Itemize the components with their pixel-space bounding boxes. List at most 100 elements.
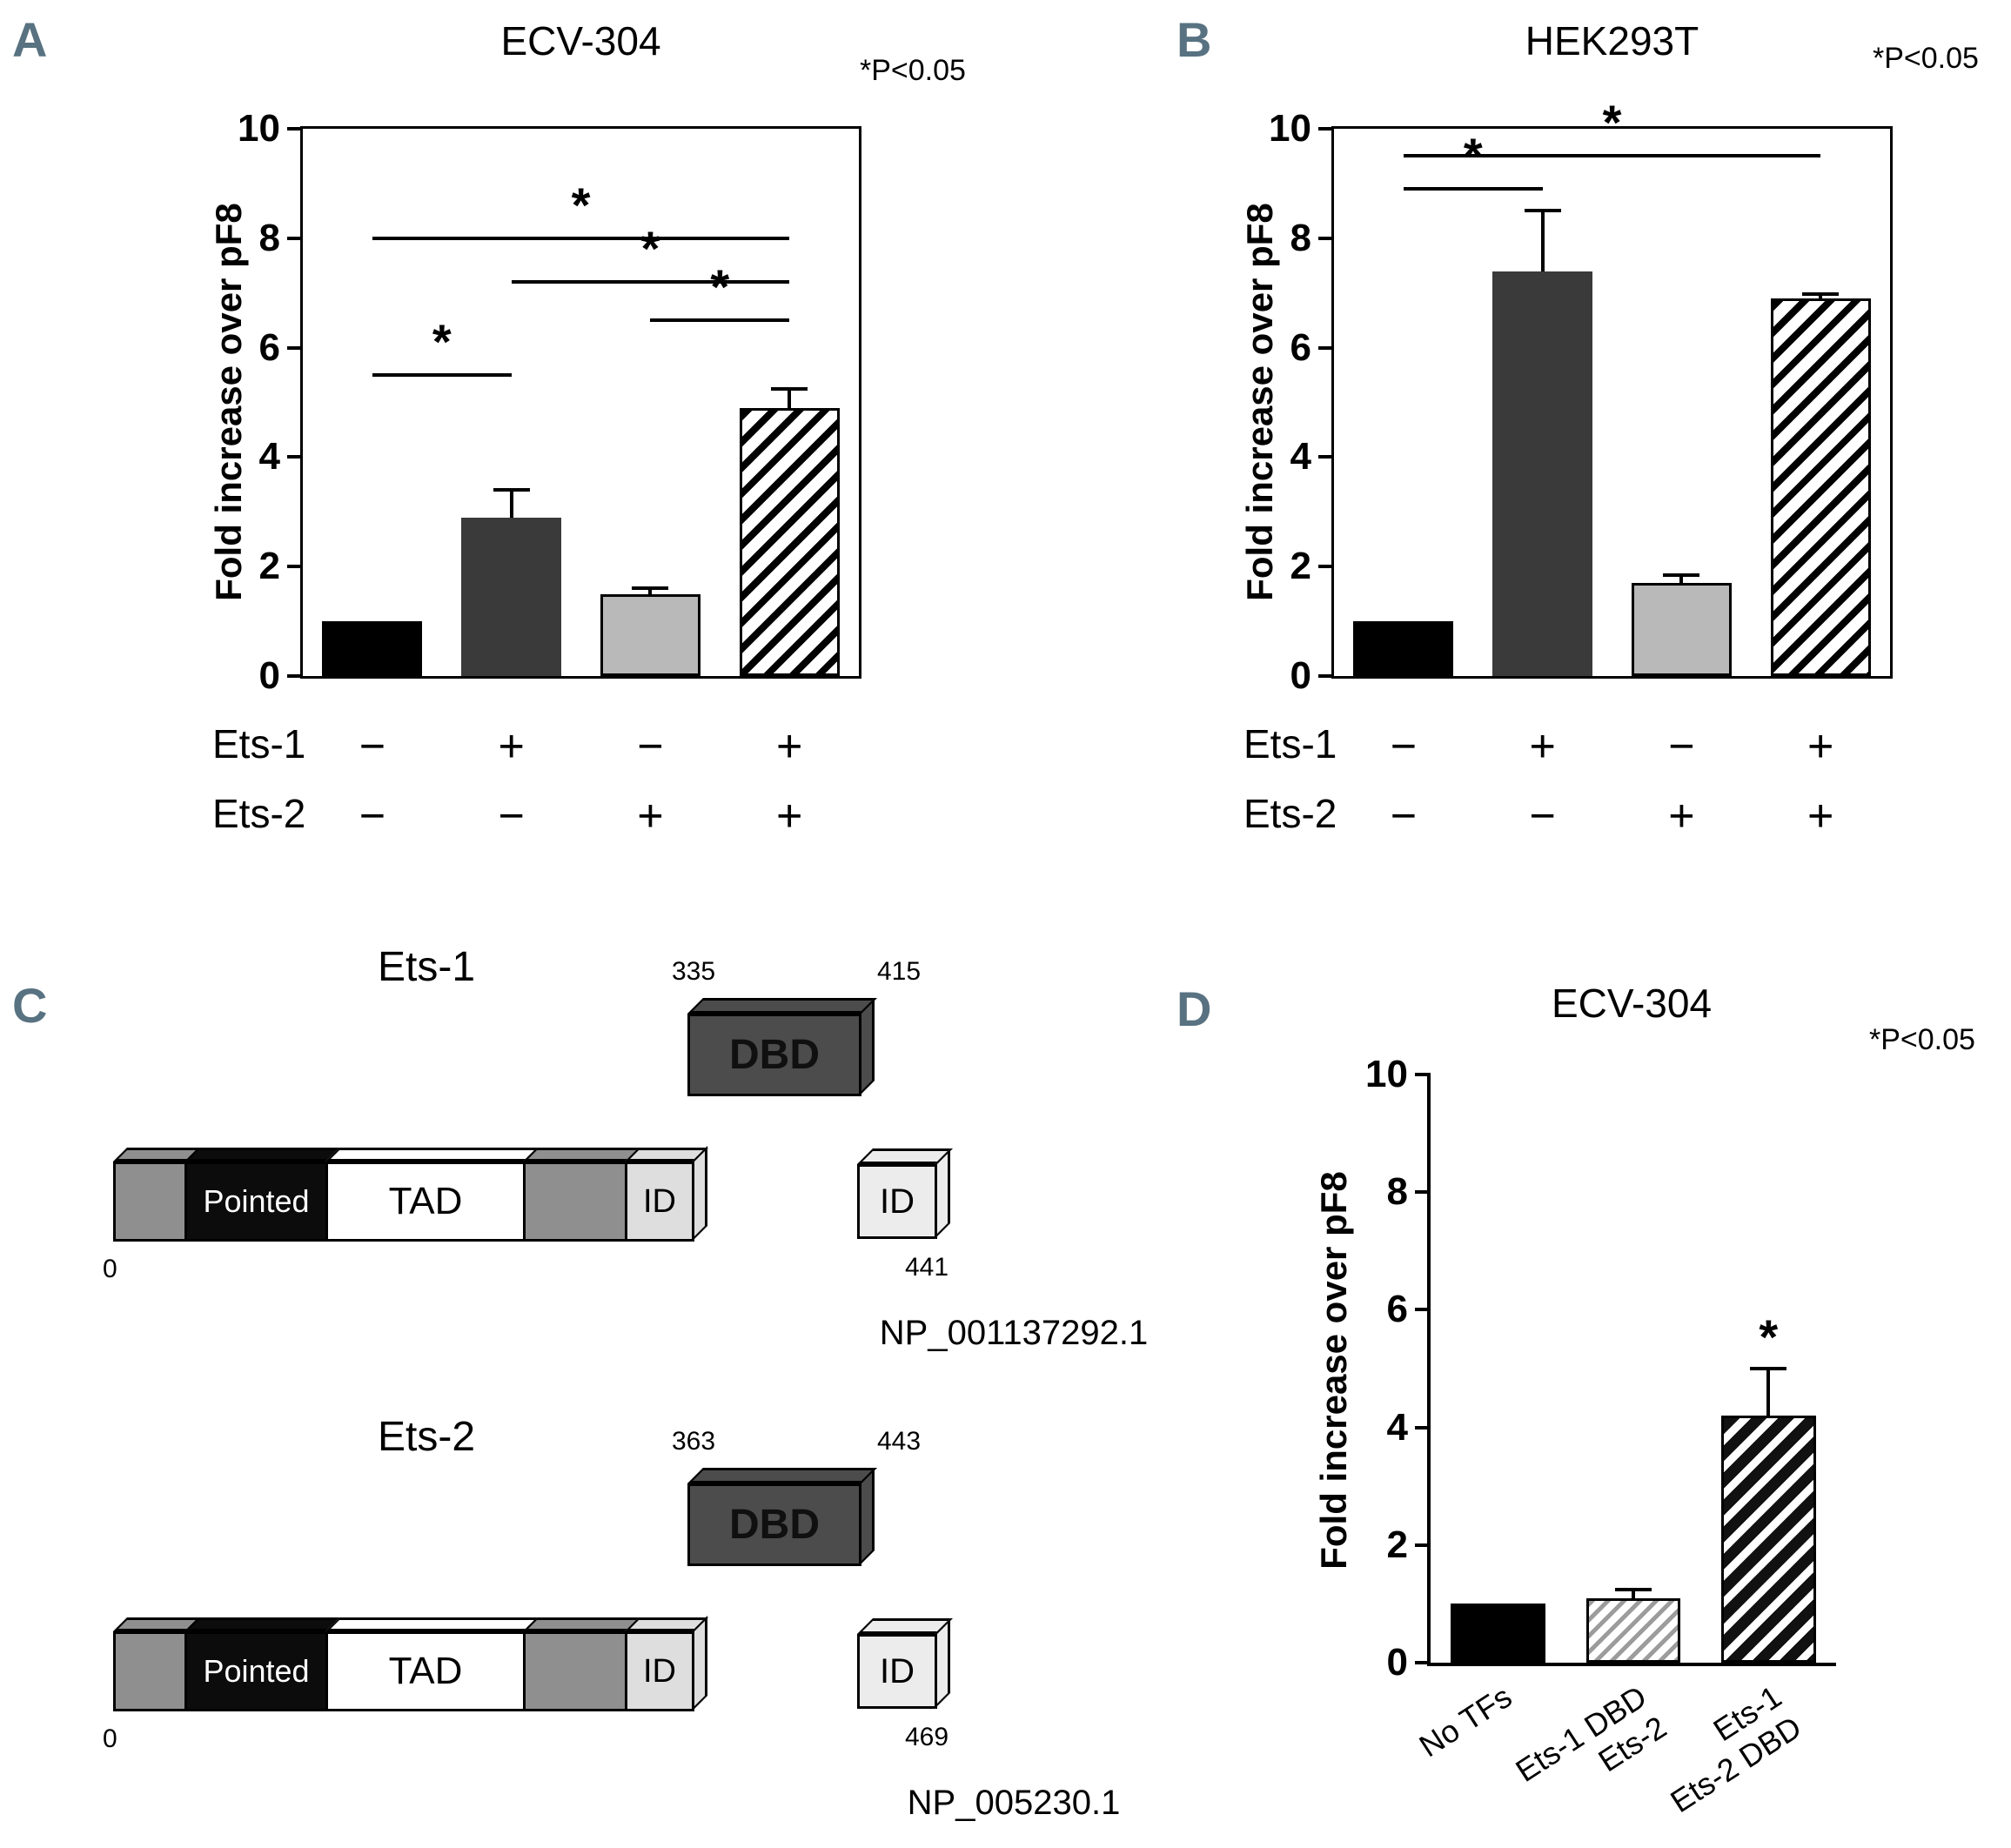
segment-top-face bbox=[325, 1148, 540, 1162]
condition-sign: + bbox=[1668, 791, 1695, 841]
significance-star: * bbox=[571, 177, 591, 232]
significance-line bbox=[372, 373, 512, 378]
panel-a-bar-chart: 0 2 4 6 8 10 * * * * Ets-1 − + − + Ets-2 − − + + bbox=[212, 110, 861, 839]
condition-row-label: Ets-1 bbox=[1243, 721, 1337, 767]
dbd-end-residue: 443 bbox=[877, 1427, 922, 1456]
bar-ets1-pos-ets2-neg bbox=[1492, 271, 1593, 676]
y-tick-label: 4 bbox=[1386, 1405, 1408, 1449]
y-tick-label: 0 bbox=[1290, 654, 1311, 697]
significance-line bbox=[511, 280, 790, 285]
condition-row: Ets-2 − − + + bbox=[212, 791, 859, 856]
significance-star: * bbox=[1602, 95, 1622, 151]
dbd-label: DBD bbox=[729, 1032, 820, 1078]
bar-ets1-neg-ets2-pos bbox=[1631, 583, 1732, 676]
y-tick-label: 0 bbox=[258, 654, 280, 697]
error-bar-cap bbox=[1663, 572, 1700, 577]
y-tick-label: 6 bbox=[1386, 1288, 1408, 1331]
bar-ets1-neg-ets2-neg bbox=[322, 621, 423, 676]
linker-segment bbox=[113, 1148, 201, 1242]
panel-c-protein-diagrams: Ets-1 335 415 DBD Pointed TAD ID 0 ID 44 bbox=[0, 905, 1253, 1848]
protein-backbone-bar: Pointed TAD ID bbox=[113, 1146, 708, 1242]
error-bar-cap bbox=[1802, 291, 1840, 296]
significance-star: * bbox=[710, 259, 730, 315]
significance-line bbox=[1403, 154, 1821, 158]
segment-top-face bbox=[184, 1617, 342, 1631]
error-bar-stem bbox=[788, 388, 792, 417]
error-bar-cap bbox=[771, 386, 808, 391]
condition-sign: − bbox=[1668, 721, 1695, 772]
condition-sign: − bbox=[498, 791, 525, 841]
panel-d-letter: D bbox=[1176, 981, 1212, 1036]
c-terminus-residue: 441 bbox=[905, 1253, 949, 1282]
dbd-domain-box: DBD bbox=[687, 1468, 877, 1566]
segment-right-face bbox=[692, 1146, 707, 1242]
dbd-start-residue: 363 bbox=[672, 1427, 716, 1456]
error-bar-stem bbox=[1766, 1369, 1771, 1425]
y-tick-mark bbox=[1318, 345, 1334, 350]
y-tick-mark bbox=[1415, 1190, 1431, 1195]
condition-sign: − bbox=[1529, 791, 1556, 841]
tad-label: TAD bbox=[388, 1180, 463, 1222]
y-tick-label: 8 bbox=[1290, 216, 1311, 259]
y-tick-mark bbox=[1318, 455, 1334, 459]
panel-a-title: ECV-304 bbox=[500, 18, 661, 64]
pointed-domain-segment: Pointed bbox=[184, 1148, 342, 1242]
tad-domain-segment: TAD bbox=[325, 1148, 540, 1242]
y-tick-mark bbox=[1318, 127, 1334, 131]
y-tick-label: 8 bbox=[1386, 1170, 1408, 1214]
panel-b-pvalue-note: *P<0.05 bbox=[1873, 42, 1979, 75]
panel-d-pvalue-note: *P<0.05 bbox=[1869, 1023, 1975, 1056]
condition-row-label: Ets-2 bbox=[1243, 791, 1337, 836]
bar-ets1dbd-ets2 bbox=[1585, 1597, 1681, 1663]
significance-star: * bbox=[1759, 1309, 1779, 1364]
protein-name: Ets-2 bbox=[377, 1414, 476, 1460]
accession-number: NP_001137292.1 bbox=[879, 1314, 1149, 1352]
y-tick-mark bbox=[287, 455, 303, 459]
condition-sign: + bbox=[775, 721, 803, 772]
y-tick-mark bbox=[1415, 1661, 1431, 1664]
condition-row: Ets-1 − + − + bbox=[1243, 721, 1890, 787]
y-tick-label: 8 bbox=[258, 216, 280, 259]
condition-sign: − bbox=[359, 721, 386, 772]
error-bar-stem bbox=[1540, 211, 1545, 280]
condition-sign: + bbox=[498, 721, 525, 772]
protein-backbone-bar: Pointed TAD ID bbox=[113, 1616, 708, 1711]
id-domain-segment: ID bbox=[625, 1616, 708, 1711]
accession-number: NP_005230.1 bbox=[907, 1784, 1121, 1822]
condition-row: Ets-1 − + − + bbox=[212, 721, 859, 787]
y-tick-label: 10 bbox=[1269, 107, 1311, 150]
n-terminus-residue: 0 bbox=[103, 1255, 117, 1283]
panel-d-y-axis-label: Fold increase over pF8 bbox=[1313, 1171, 1354, 1570]
dbd-end-residue: 415 bbox=[877, 957, 922, 986]
pointed-domain-segment: Pointed bbox=[184, 1617, 342, 1711]
condition-row-label: Ets-2 bbox=[212, 791, 306, 836]
box-right-face bbox=[935, 1148, 950, 1239]
n-terminus-residue: 0 bbox=[103, 1724, 117, 1753]
panel-a-pvalue-note: *P<0.05 bbox=[860, 54, 966, 87]
tad-label: TAD bbox=[388, 1650, 463, 1692]
error-bar-stem bbox=[1632, 1589, 1635, 1607]
box-top-face bbox=[687, 1468, 877, 1483]
condition-sign: − bbox=[359, 791, 386, 841]
y-tick-mark bbox=[1415, 1073, 1431, 1076]
y-tick-mark bbox=[287, 565, 303, 569]
y-tick-label: 2 bbox=[1290, 545, 1311, 588]
error-bar-cap bbox=[632, 586, 669, 591]
y-tick-mark bbox=[1318, 236, 1334, 240]
dbd-start-residue: 335 bbox=[672, 957, 716, 986]
condition-sign: + bbox=[775, 791, 803, 841]
condition-sign: − bbox=[1390, 721, 1418, 772]
panel-a-letter: A bbox=[12, 12, 48, 67]
y-tick-mark bbox=[1415, 1543, 1431, 1547]
linker-segment bbox=[523, 1148, 641, 1242]
error-bar-cap bbox=[493, 488, 530, 492]
pointed-label: Pointed bbox=[203, 1183, 310, 1219]
bar-ets1-pos-ets2-pos bbox=[739, 407, 840, 676]
error-bar-stem bbox=[509, 490, 513, 526]
y-tick-mark bbox=[1415, 1425, 1431, 1430]
error-bar-cap bbox=[1750, 1367, 1787, 1370]
y-tick-mark bbox=[1318, 565, 1334, 569]
condition-sign: − bbox=[637, 721, 664, 772]
y-tick-label: 6 bbox=[258, 325, 280, 369]
bar-ets1-neg-ets2-pos bbox=[600, 593, 700, 676]
